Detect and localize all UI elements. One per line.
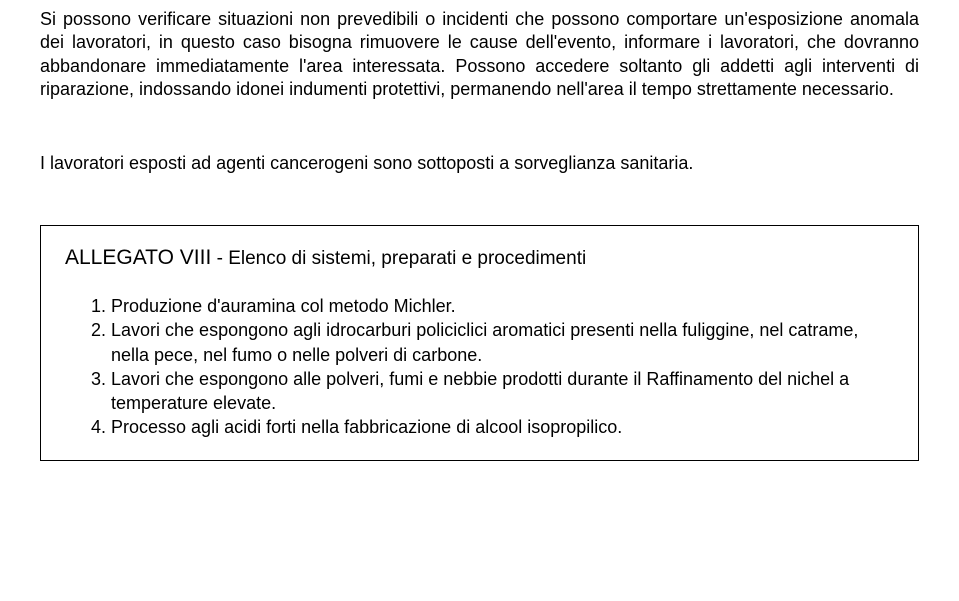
allegato-box: ALLEGATO VIII - Elenco di sistemi, prepa… <box>40 225 919 461</box>
allegato-list: 1. Produzione d'auramina col metodo Mich… <box>65 294 894 440</box>
list-item: 4. Processo agli acidi forti nella fabbr… <box>91 415 894 439</box>
allegato-title-suffix: Elenco di sistemi, preparati e procedime… <box>228 248 586 269</box>
allegato-title-prefix: ALLEGATO VIII <box>65 246 211 269</box>
list-item: 1. Produzione d'auramina col metodo Mich… <box>91 294 894 318</box>
list-item: 2. Lavori che espongono agli idrocarburi… <box>91 318 894 367</box>
paragraph-main: Si possono verificare situazioni non pre… <box>40 8 919 102</box>
paragraph-surveillance: I lavoratori esposti ad agenti canceroge… <box>40 152 919 175</box>
allegato-title-separator: - <box>211 248 228 269</box>
allegato-title: ALLEGATO VIII - Elenco di sistemi, prepa… <box>65 246 894 270</box>
list-item: 3. Lavori che espongono alle polveri, fu… <box>91 367 894 416</box>
